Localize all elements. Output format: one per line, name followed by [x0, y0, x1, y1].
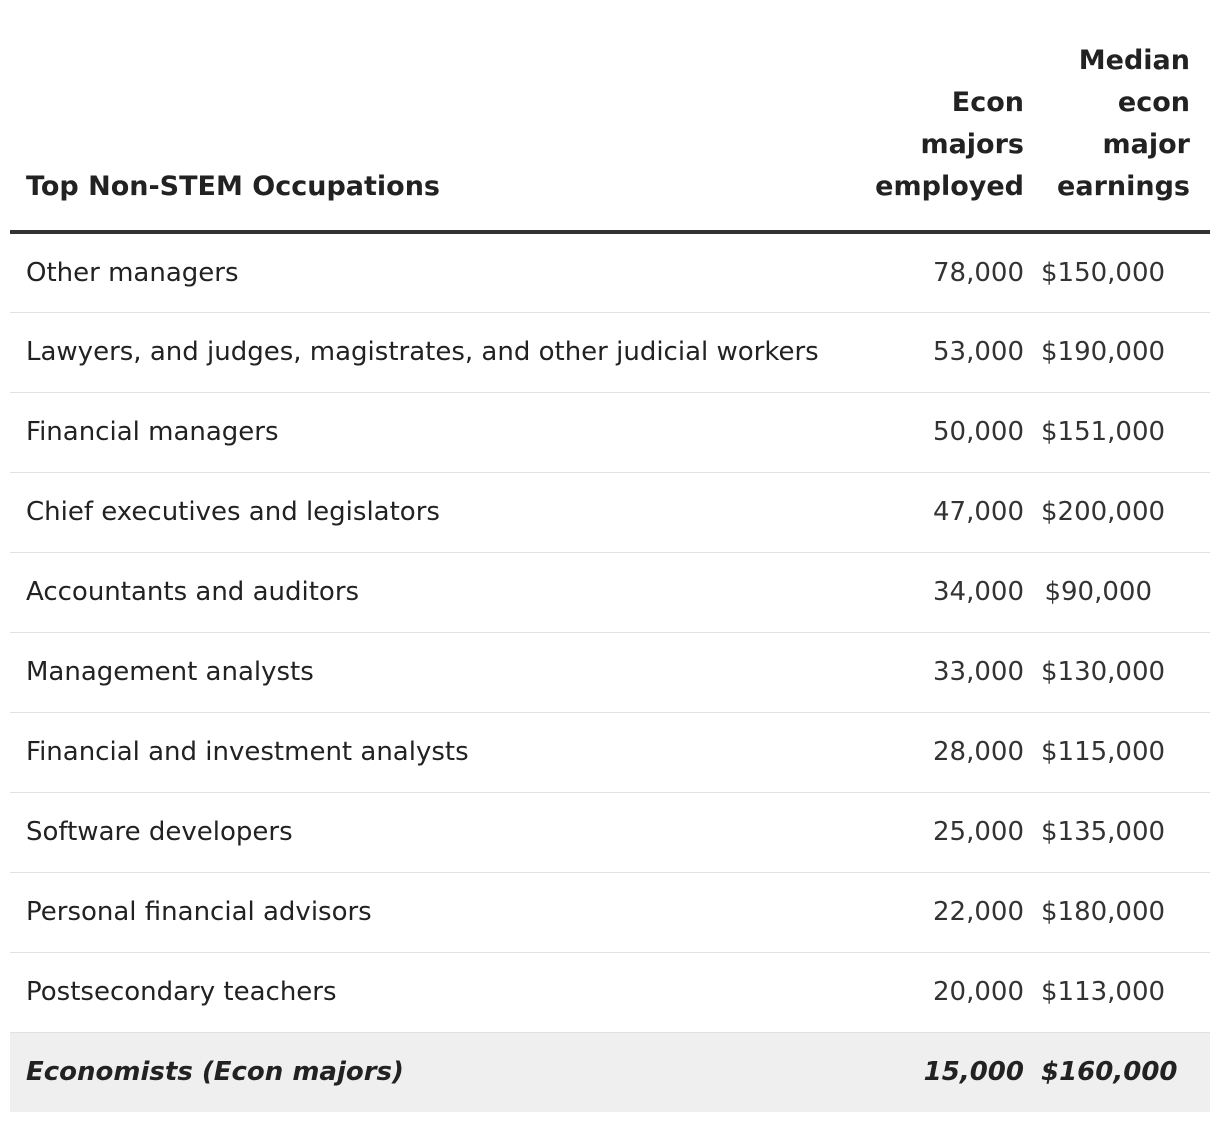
header-employed-line: employed	[875, 171, 1024, 202]
earnings-value: $151,000	[1041, 417, 1166, 447]
occupation-cell: Other managers	[10, 232, 840, 313]
table-row: Lawyers, and judges, magistrates, and ot…	[10, 312, 1210, 393]
employed-cell: 15,000	[840, 1032, 1040, 1112]
table-row: Financial managers 50,000 $151,000	[10, 392, 1210, 473]
table-row: Postsecondary teachers 20,000 $113,000	[10, 952, 1210, 1033]
earnings-cell: $160,000	[1040, 1032, 1210, 1112]
employed-cell: 53,000	[840, 312, 1040, 393]
earnings-value: $130,000	[1041, 657, 1166, 687]
table-row: Financial and investment analysts 28,000…	[10, 712, 1210, 793]
occupation-cell: Postsecondary teachers	[10, 952, 840, 1033]
header-employed-line: Econ	[951, 87, 1024, 118]
table-row: Chief executives and legislators 47,000 …	[10, 472, 1210, 553]
occupation-cell: Accountants and auditors	[10, 552, 840, 633]
employed-cell: 47,000	[840, 472, 1040, 553]
header-occupation-label: Top Non-STEM Occupations	[26, 171, 440, 202]
earnings-value: $180,000	[1041, 897, 1166, 927]
earnings-cell: $113,000	[1040, 952, 1210, 1033]
earnings-cell: $190,000	[1040, 312, 1210, 393]
header-occupation: Top Non-STEM Occupations	[10, 0, 840, 234]
employed-cell: 20,000	[840, 952, 1040, 1033]
table-row: Software developers 25,000 $135,000	[10, 792, 1210, 873]
employed-cell: 25,000	[840, 792, 1040, 873]
earnings-cell: $150,000	[1040, 232, 1210, 313]
header-employed-line: majors	[920, 129, 1024, 160]
employed-cell: 34,000	[840, 552, 1040, 633]
earnings-cell: $135,000	[1040, 792, 1210, 873]
occupation-cell: Lawyers, and judges, magistrates, and ot…	[10, 312, 840, 393]
occupation-cell: Management analysts	[10, 632, 840, 713]
occupation-cell: Financial and investment analysts	[10, 712, 840, 793]
earnings-value: $150,000	[1041, 257, 1166, 288]
employed-cell: 33,000	[840, 632, 1040, 713]
occupation-cell: Financial managers	[10, 392, 840, 473]
header-earnings-line: major	[1102, 129, 1190, 160]
employed-cell: 78,000	[840, 232, 1040, 313]
earnings-value: $135,000	[1041, 817, 1166, 847]
earnings-cell: $200,000	[1040, 472, 1210, 553]
earnings-value: $200,000	[1041, 497, 1166, 527]
table-row: Other managers 78,000 $150,000	[10, 232, 1210, 313]
occupation-cell: Economists (Econ majors)	[10, 1032, 840, 1112]
occupations-table: Top Non-STEM Occupations Econ majors emp…	[10, 0, 1210, 1112]
occupation-cell: Software developers	[10, 792, 840, 873]
employed-cell: 50,000	[840, 392, 1040, 473]
occupation-cell: Personal financial advisors	[10, 872, 840, 953]
highlight-row-economists: Economists (Econ majors) 15,000 $160,000	[10, 1032, 1210, 1112]
header-econ-majors-employed: Econ majors employed	[840, 0, 1040, 234]
earnings-cell: $115,000	[1040, 712, 1210, 793]
table-row: Management analysts 33,000 $130,000	[10, 632, 1210, 713]
table-row: Personal financial advisors 22,000 $180,…	[10, 872, 1210, 953]
table-viewport[interactable]: Top Non-STEM Occupations Econ majors emp…	[10, 0, 1210, 1122]
header-earnings-line: econ	[1117, 87, 1190, 118]
table-header-row: Top Non-STEM Occupations Econ majors emp…	[10, 0, 1210, 234]
earnings-value: $90,000	[1044, 577, 1152, 607]
occupation-cell: Chief executives and legislators	[10, 472, 840, 553]
earnings-cell: $180,000	[1040, 872, 1210, 953]
earnings-cell: $130,000	[1040, 632, 1210, 713]
earnings-value: $190,000	[1041, 337, 1166, 367]
earnings-value: $113,000	[1041, 977, 1166, 1007]
employed-cell: 22,000	[840, 872, 1040, 953]
earnings-value: $115,000	[1041, 737, 1166, 767]
header-median-earnings: Median econ major earnings	[1040, 0, 1210, 234]
earnings-cell: $151,000	[1040, 392, 1210, 473]
header-earnings-line: Median	[1078, 45, 1190, 76]
earnings-cell: $90,000	[1040, 552, 1210, 633]
table-row: Accountants and auditors 34,000 $90,000	[10, 552, 1210, 633]
header-earnings-line: earnings	[1057, 171, 1190, 202]
employed-cell: 28,000	[840, 712, 1040, 793]
earnings-value: $160,000	[1041, 1057, 1178, 1088]
